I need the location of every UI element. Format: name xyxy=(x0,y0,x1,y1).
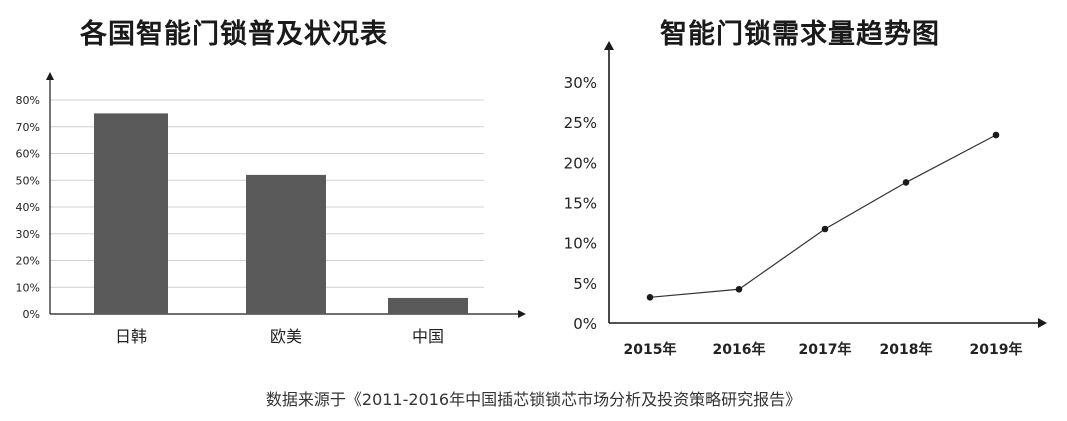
y-tick-label: 40% xyxy=(16,201,40,214)
x-tick-label: 2019年 xyxy=(970,341,1023,358)
data-point xyxy=(646,293,654,301)
data-point xyxy=(821,225,829,233)
y-tick-label: 10% xyxy=(16,281,40,294)
series-line xyxy=(649,134,997,298)
y-tick-label: 60% xyxy=(16,148,40,161)
y-tick-label: 10% xyxy=(564,235,597,253)
source-note: 数据来源于《2011-2016年中国插芯锁锁芯市场分析及投资策略研究报告》 xyxy=(265,390,802,409)
y-tick-label: 70% xyxy=(16,121,40,134)
y-tick-label: 25% xyxy=(564,114,597,132)
x-tick-label: 2016年 xyxy=(713,341,766,358)
x-axis-arrow xyxy=(518,310,526,318)
bar xyxy=(388,297,468,314)
y-tick-label: 30% xyxy=(16,228,40,241)
y-tick-label: 50% xyxy=(16,174,40,187)
y-tick-label: 80% xyxy=(16,94,40,107)
y-tick-label: 0% xyxy=(23,308,40,321)
category-label: 中国 xyxy=(412,327,444,346)
x-tick-label: 2018年 xyxy=(880,341,933,358)
x-tick-label: 2017年 xyxy=(799,341,852,358)
bar xyxy=(246,174,326,314)
y-axis-arrow xyxy=(604,41,614,50)
data-point xyxy=(735,285,743,293)
x-tick-label: 2015年 xyxy=(624,341,677,358)
y-tick-label: 30% xyxy=(564,74,597,92)
x-axis-arrow xyxy=(1038,318,1047,328)
y-tick-label: 20% xyxy=(564,154,597,172)
category-label: 欧美 xyxy=(270,327,302,346)
y-tick-label: 0% xyxy=(573,315,597,333)
data-point xyxy=(902,179,910,186)
y-axis-arrow xyxy=(46,72,54,80)
data-point xyxy=(992,131,1000,139)
line-chart: 0% 5% 10% 15% 20% 25% 30% 2015年 2016年 2017年 2018年 2… xyxy=(564,41,1047,358)
bar xyxy=(94,113,168,314)
category-label: 日韩 xyxy=(115,327,147,346)
line-chart-title: 智能门锁需求量趋势图 xyxy=(660,19,940,50)
y-tick-label: 5% xyxy=(573,275,597,293)
y-tick-label: 15% xyxy=(564,195,597,213)
bar-chart-title: 各国智能门锁普及状况表 xyxy=(80,19,388,50)
bar-chart: 0% 10% 20% 30% 40% 50% 60% 70% 80% 日韩 欧美 中国 xyxy=(16,72,526,346)
y-tick-label: 20% xyxy=(16,255,40,268)
